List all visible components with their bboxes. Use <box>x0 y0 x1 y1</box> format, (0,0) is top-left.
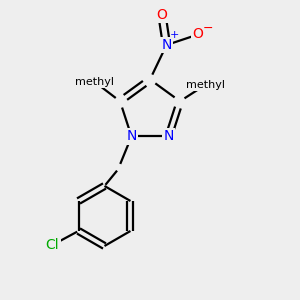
Text: methyl: methyl <box>186 80 225 90</box>
Text: O: O <box>157 8 167 22</box>
Text: N: N <box>161 38 172 52</box>
Text: Cl: Cl <box>46 238 59 252</box>
Text: +: + <box>170 30 180 40</box>
Text: −: − <box>202 22 213 35</box>
Text: O: O <box>193 28 203 41</box>
Text: methyl: methyl <box>75 77 114 87</box>
Text: N: N <box>163 130 174 143</box>
Text: N: N <box>126 130 137 143</box>
